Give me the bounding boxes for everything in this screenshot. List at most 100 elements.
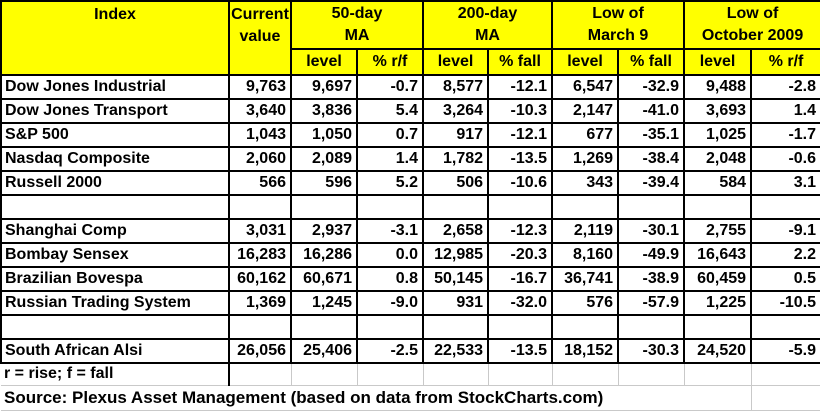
table-row: Dow Jones Transport 3,640 3,836 5.4 3,264 -10… — [0, 98, 820, 124]
value-cell: 9,697 — [290, 74, 358, 100]
source-row: Source: Plexus Asset Management (based o… — [1, 384, 820, 411]
value-cell — [617, 194, 686, 220]
value-cell: -5.9 — [750, 338, 820, 364]
value-cell: 566 — [228, 170, 292, 196]
value-cell: 9,488 — [683, 74, 753, 100]
empty-cell — [357, 362, 424, 386]
index-name-cell: South African Alsi — [0, 338, 230, 364]
value-cell: 12,985 — [422, 242, 490, 268]
value-cell: -9.0 — [355, 290, 425, 316]
value-cell: 60,162 — [228, 266, 292, 292]
subheader-oct2009-rf: % r/f — [750, 48, 820, 76]
value-cell: 18,152 — [551, 338, 620, 364]
value-cell: 343 — [551, 170, 620, 196]
empty-cell — [684, 384, 752, 411]
source-text: Source: Plexus Asset Management (based o… — [1, 384, 685, 411]
value-cell: -10.6 — [487, 170, 554, 196]
value-cell: 9,763 — [228, 74, 292, 100]
table-row: Dow Jones Industrial 9,763 9,697 -0.7 8,577-… — [0, 74, 820, 100]
value-cell: 1,269 — [551, 146, 620, 172]
value-cell: 3,264 — [422, 98, 490, 124]
value-cell — [355, 314, 425, 340]
value-cell — [422, 314, 490, 340]
table-row: Bombay Sensex 16,283 16,286 0.0 12,985 -20.3 8… — [0, 242, 820, 268]
value-cell: 3,693 — [683, 98, 753, 124]
table-row: Russian Trading System 1,369 1,245 -9.0 931-… — [0, 290, 820, 316]
value-cell: 506 — [422, 170, 490, 196]
table-row: Brazilian Bovespa 60,162 60,671 0.8 50,145 -1… — [0, 266, 820, 292]
value-cell: 0.5 — [750, 266, 820, 292]
index-name-cell — [0, 194, 230, 220]
index-name-cell: Dow Jones Industrial — [0, 74, 230, 100]
header-group-row: Index Current value 50-day MA 200-day MA… — [0, 0, 820, 76]
empty-cell — [751, 384, 820, 411]
value-cell — [290, 314, 358, 340]
value-cell: -38.9 — [617, 266, 686, 292]
value-cell: 0.8 — [355, 266, 425, 292]
empty-cell — [291, 362, 358, 386]
value-cell: -35.1 — [617, 122, 686, 148]
value-cell — [617, 314, 686, 340]
value-cell: -20.3 — [487, 242, 554, 268]
empty-cell — [684, 362, 752, 386]
table-row: Russell 2000 566 596 5.2 506 -10.6 343 -39.4 584… — [0, 170, 820, 196]
value-cell: 917 — [422, 122, 490, 148]
value-cell: -39.4 — [617, 170, 686, 196]
index-name-cell — [0, 314, 230, 340]
value-cell: -12.1 — [487, 74, 554, 100]
subheader-march9-level: level — [551, 48, 620, 76]
value-cell: 3,640 — [228, 98, 292, 124]
value-cell: -9.1 — [750, 218, 820, 244]
subheader-50day-level: level — [290, 48, 358, 76]
empty-cell — [488, 362, 553, 386]
header-200day-ma: 200-day MA — [422, 0, 554, 50]
value-cell: 60,671 — [290, 266, 358, 292]
value-cell: 1,050 — [290, 122, 358, 148]
value-cell: 2.2 — [750, 242, 820, 268]
table-body: Dow Jones Industrial 9,763 9,697 -0.7 8,577-… — [0, 74, 820, 364]
value-cell: 931 — [422, 290, 490, 316]
value-cell: -38.4 — [617, 146, 686, 172]
value-cell: 1,043 — [228, 122, 292, 148]
value-cell: -13.5 — [487, 146, 554, 172]
value-cell: 596 — [290, 170, 358, 196]
empty-cell — [552, 362, 619, 386]
value-cell: 36,741 — [551, 266, 620, 292]
value-cell — [750, 314, 820, 340]
value-cell: -10.3 — [487, 98, 554, 124]
value-cell: 5.4 — [355, 98, 425, 124]
value-cell — [683, 314, 753, 340]
value-cell: -30.1 — [617, 218, 686, 244]
subheader-200day-fall: % fall — [487, 48, 554, 76]
value-cell: 3.1 — [750, 170, 820, 196]
value-cell: -3.1 — [355, 218, 425, 244]
value-cell: -57.9 — [617, 290, 686, 316]
value-cell — [683, 194, 753, 220]
value-cell: 1,782 — [422, 146, 490, 172]
value-cell: 677 — [551, 122, 620, 148]
header-index: Index — [0, 0, 230, 76]
value-cell: 6,547 — [551, 74, 620, 100]
table-row: Nasdaq Composite 2,060 2,089 1.4 1,782 -13.5 1… — [0, 146, 820, 172]
value-cell — [228, 194, 292, 220]
value-cell: -1.7 — [750, 122, 820, 148]
value-cell: -16.7 — [487, 266, 554, 292]
empty-cell — [423, 362, 489, 386]
value-cell — [355, 194, 425, 220]
value-cell: 26,056 — [228, 338, 292, 364]
value-cell — [228, 314, 292, 340]
value-cell: 8,577 — [422, 74, 490, 100]
value-cell: 22,533 — [422, 338, 490, 364]
value-cell — [551, 314, 620, 340]
value-cell: -10.5 — [750, 290, 820, 316]
value-cell: 60,459 — [683, 266, 753, 292]
value-cell: -2.8 — [750, 74, 820, 100]
value-cell: 2,658 — [422, 218, 490, 244]
value-cell — [290, 194, 358, 220]
value-cell — [487, 314, 554, 340]
value-cell: 1,245 — [290, 290, 358, 316]
value-cell: -0.7 — [355, 74, 425, 100]
value-cell: 16,286 — [290, 242, 358, 268]
index-name-cell: Nasdaq Composite — [0, 146, 230, 172]
index-name-cell: Russian Trading System — [0, 290, 230, 316]
